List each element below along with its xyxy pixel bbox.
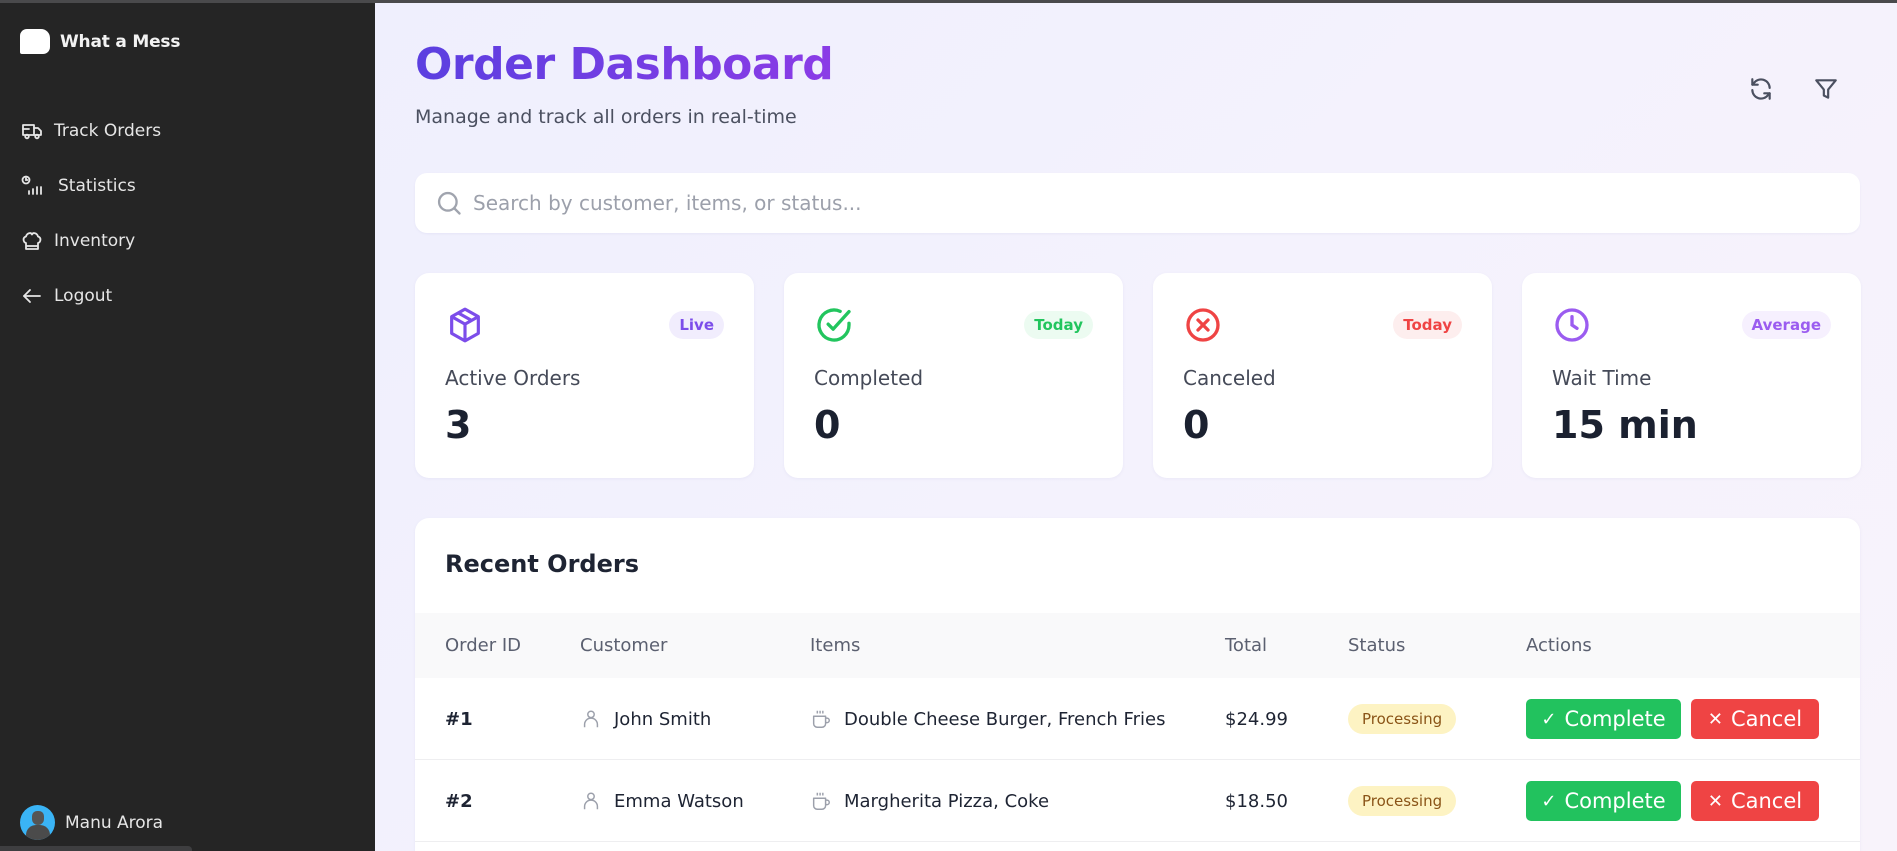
status-badge: Average <box>1741 311 1831 339</box>
table-header: Order ID Customer Items Total Status Act… <box>415 613 1860 678</box>
column-header-items: Items <box>810 635 861 656</box>
cancel-button[interactable]: ✕ Cancel <box>1691 699 1819 739</box>
main-content: Order Dashboard Manage and track all ord… <box>375 3 1897 851</box>
search-icon <box>437 191 461 215</box>
order-id: #2 <box>445 790 473 812</box>
brand-logo-icon <box>20 29 50 54</box>
clock-icon <box>1555 308 1589 342</box>
window-top-border <box>0 0 1897 3</box>
user-icon <box>583 792 599 810</box>
sidebar-item-track-orders[interactable]: Track Orders <box>20 103 161 158</box>
complete-button[interactable]: ✓ Complete <box>1526 699 1681 739</box>
filter-icon <box>1815 79 1837 99</box>
column-header-status: Status <box>1348 635 1406 656</box>
customer-name: Emma Watson <box>614 790 744 812</box>
customer-cell: John Smith <box>580 678 711 760</box>
order-total: $18.50 <box>1225 790 1288 812</box>
check-circle-icon <box>817 308 851 342</box>
sidebar-item-inventory[interactable]: Inventory <box>20 213 161 268</box>
status-badge: Processing <box>1348 786 1457 816</box>
page-subtitle: Manage and track all orders in real-time <box>415 106 797 128</box>
stat-value: 15 min <box>1552 403 1698 447</box>
recent-orders-panel: Recent Orders Order ID Customer Items To… <box>415 518 1860 851</box>
sidebar-item-label: Inventory <box>54 230 136 251</box>
sidebar-item-logout[interactable]: Logout <box>20 268 161 323</box>
cancel-button[interactable]: ✕ Cancel <box>1691 781 1819 821</box>
stat-card-active-orders: Live Active Orders 3 <box>415 273 754 478</box>
stat-value: 0 <box>1183 403 1210 447</box>
refresh-icon <box>1751 78 1771 100</box>
stat-label: Canceled <box>1183 366 1276 390</box>
column-header-total: Total <box>1225 635 1268 656</box>
column-header-customer: Customer <box>580 635 668 656</box>
check-icon: ✓ <box>1541 708 1557 730</box>
status-cell: Processing <box>1348 760 1457 842</box>
customer-name: John Smith <box>614 708 712 730</box>
actions-cell: ✓ Complete ✕ Cancel <box>1526 760 1819 842</box>
stat-value: 0 <box>814 403 841 447</box>
items-cell: Margherita Pizza, Coke <box>810 760 1049 842</box>
customer-cell: Emma Watson <box>580 760 744 842</box>
stat-label: Active Orders <box>445 366 581 390</box>
x-circle-icon <box>1186 308 1220 342</box>
brand[interactable]: What a Mess <box>20 29 180 54</box>
search-bar <box>415 173 1860 233</box>
horizontal-scrollbar[interactable] <box>0 846 192 851</box>
status-badge: Processing <box>1348 704 1457 734</box>
status-badge: Today <box>1024 311 1093 339</box>
page-title: Order Dashboard <box>415 39 834 90</box>
stats-icon <box>21 175 42 195</box>
truck-icon <box>22 123 42 139</box>
column-header-actions: Actions <box>1526 635 1592 656</box>
sidebar-item-statistics[interactable]: Statistics <box>20 158 161 213</box>
sidebar-item-label: Logout <box>54 285 113 306</box>
complete-label: Complete <box>1564 707 1666 731</box>
search-input[interactable] <box>473 191 1773 215</box>
cancel-label: Cancel <box>1730 707 1803 731</box>
user-profile[interactable]: Manu Arora <box>20 805 163 840</box>
order-items: Margherita Pizza, Coke <box>844 790 1050 812</box>
status-cell: Processing <box>1348 678 1457 760</box>
brand-name: What a Mess <box>60 31 181 52</box>
stat-card-completed: Today Completed 0 <box>784 273 1123 478</box>
order-total: $24.99 <box>1225 708 1288 730</box>
arrow-left-icon <box>23 288 41 303</box>
items-cell: Double Cheese Burger, French Fries <box>810 678 1165 760</box>
refresh-button[interactable] <box>1747 75 1775 103</box>
sidebar-item-label: Statistics <box>58 175 136 196</box>
avatar <box>20 805 55 840</box>
stat-label: Completed <box>814 366 924 390</box>
x-icon: ✕ <box>1707 708 1723 730</box>
sidebar: What a Mess Track Orders Statistics Inve… <box>0 3 375 851</box>
x-icon: ✕ <box>1707 790 1723 812</box>
user-name: Manu Arora <box>65 812 164 833</box>
column-header-order-id: Order ID <box>445 635 522 656</box>
table-row: #2 Emma Watson Margherita Pizza, Coke $1… <box>415 760 1860 842</box>
order-id: #1 <box>445 708 473 730</box>
stat-value: 3 <box>445 403 472 447</box>
actions-cell: ✓ Complete ✕ Cancel <box>1526 678 1819 760</box>
status-badge: Live <box>669 311 724 339</box>
chef-hat-icon <box>22 231 42 250</box>
sidebar-item-label: Track Orders <box>54 120 162 141</box>
cancel-label: Cancel <box>1730 789 1803 813</box>
user-icon <box>583 710 599 728</box>
sidebar-nav: Track Orders Statistics Inventory Logout <box>20 103 161 323</box>
complete-label: Complete <box>1564 789 1666 813</box>
cup-icon <box>812 792 830 810</box>
filter-button[interactable] <box>1812 75 1840 103</box>
package-icon <box>450 307 480 343</box>
table-row: #1 John Smith Double Cheese Burger, Fren… <box>415 678 1860 760</box>
stat-label: Wait Time <box>1552 366 1652 390</box>
status-badge: Today <box>1393 311 1462 339</box>
complete-button[interactable]: ✓ Complete <box>1526 781 1681 821</box>
order-items: Double Cheese Burger, French Fries <box>844 708 1166 730</box>
stats-cards: Live Active Orders 3 Today Completed 0 T… <box>415 273 1861 478</box>
section-title: Recent Orders <box>445 550 639 578</box>
check-icon: ✓ <box>1541 790 1557 812</box>
stat-card-canceled: Today Canceled 0 <box>1153 273 1492 478</box>
cup-icon <box>812 710 830 728</box>
stat-card-wait-time: Average Wait Time 15 min <box>1522 273 1861 478</box>
